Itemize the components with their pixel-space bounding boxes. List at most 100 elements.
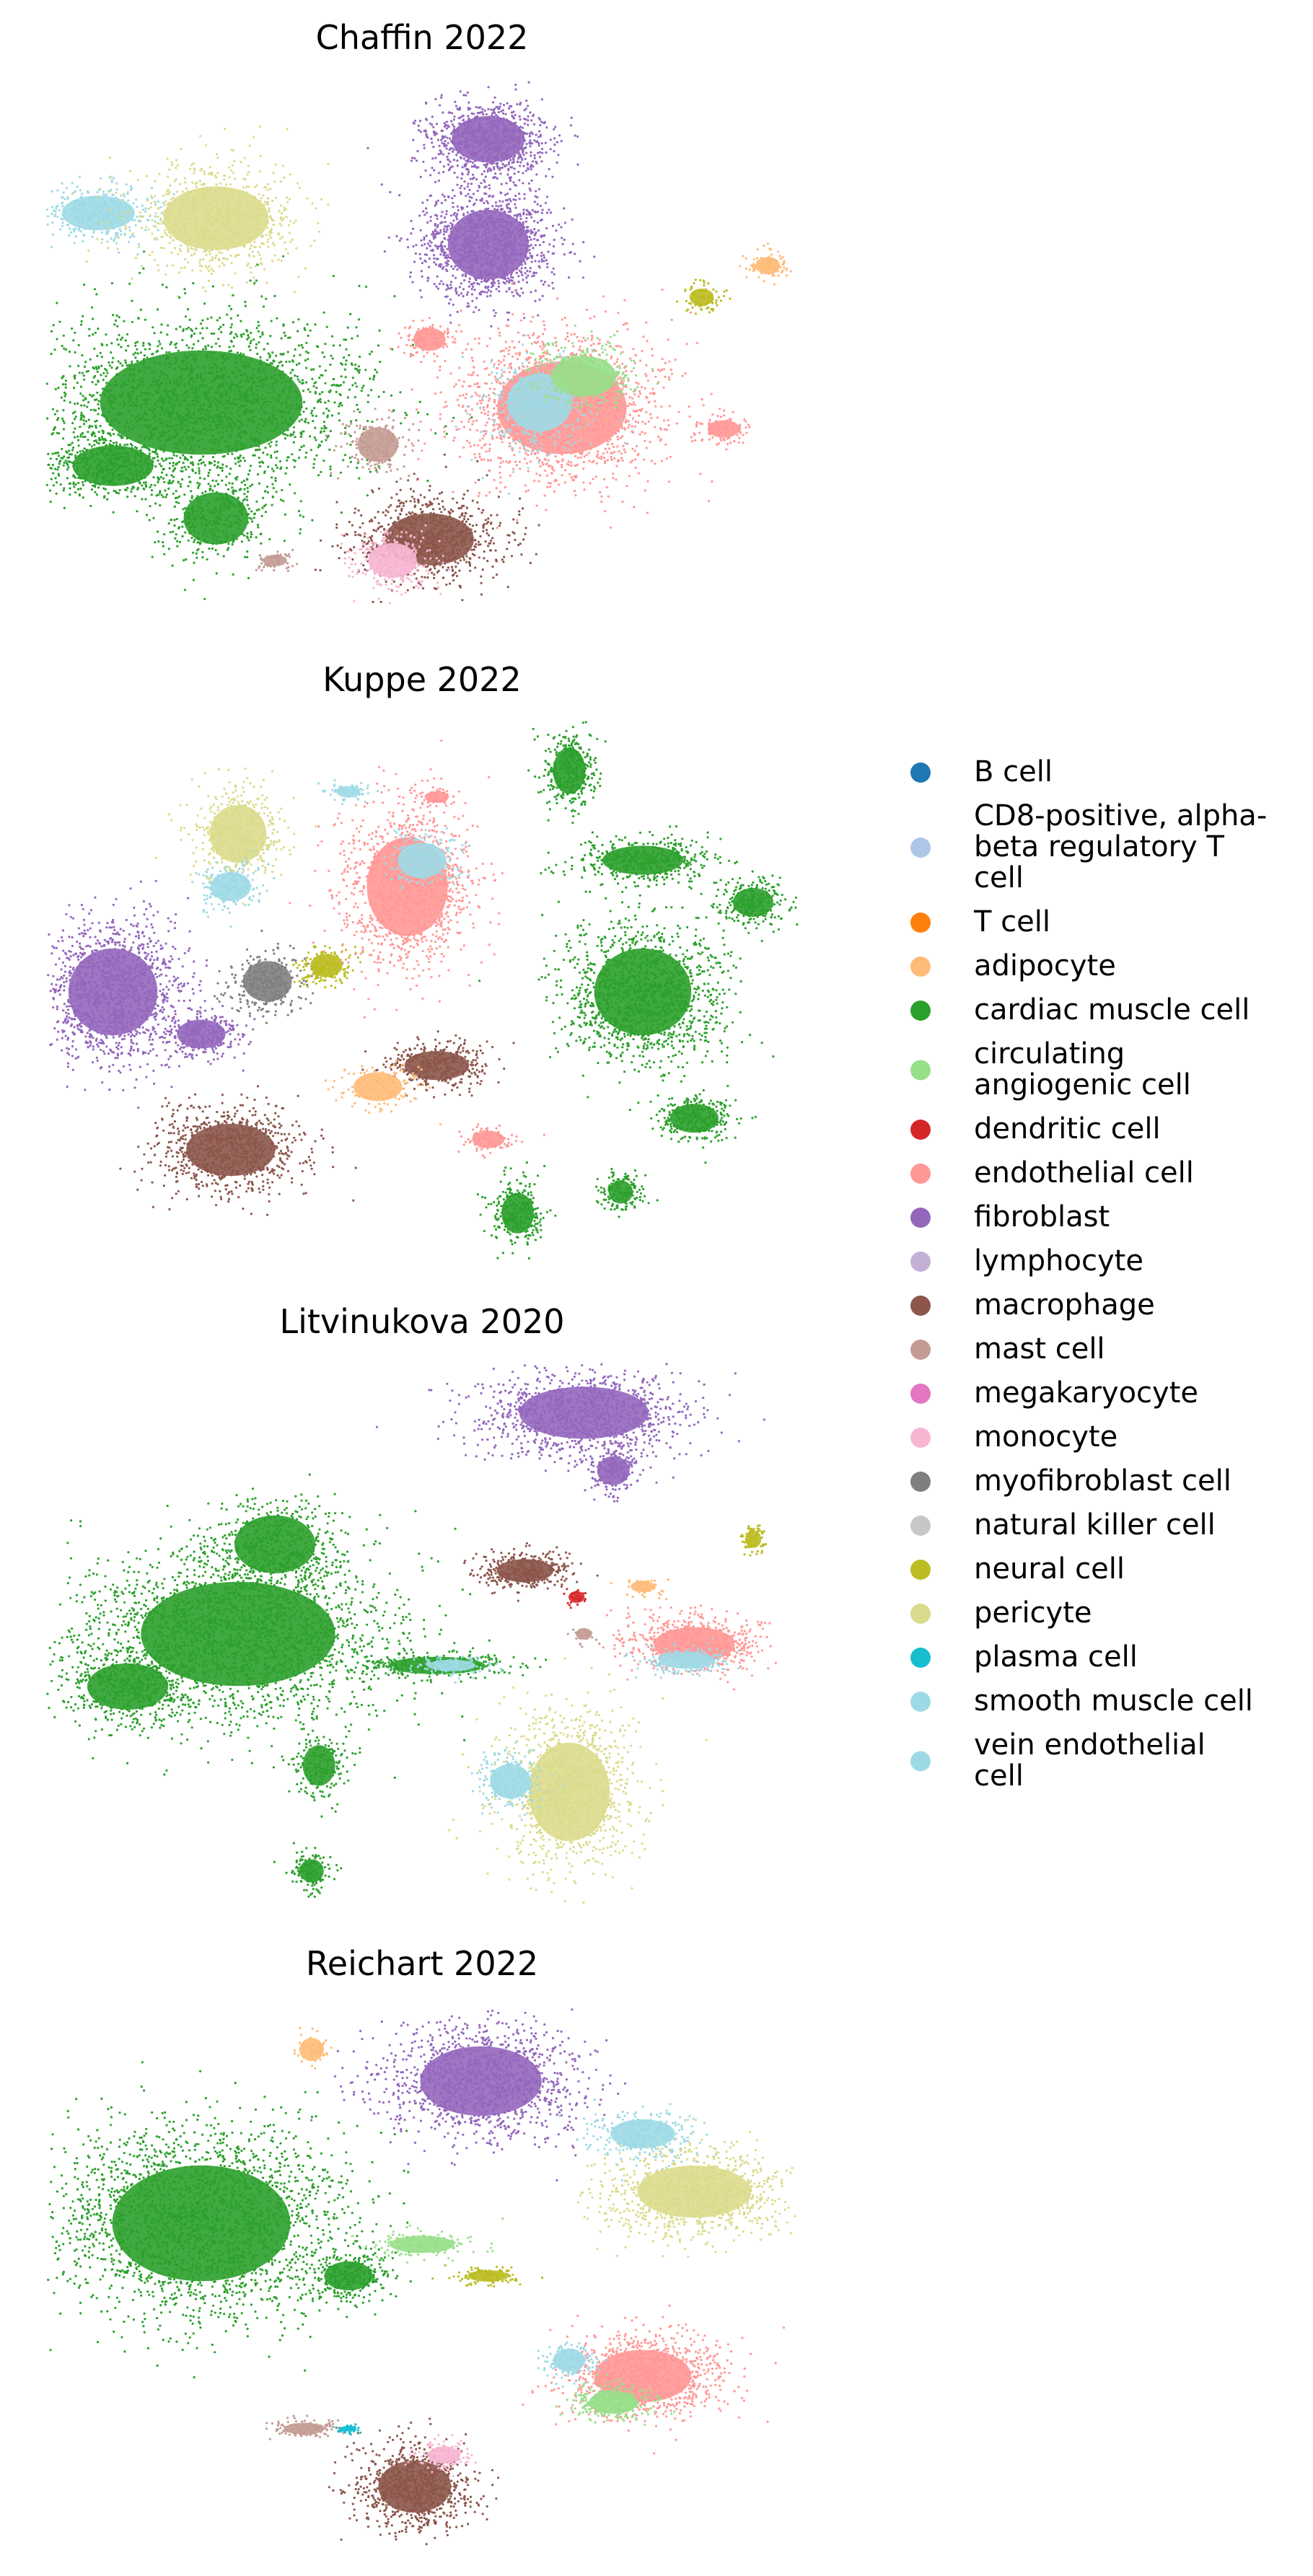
cell-point <box>250 445 252 449</box>
cell-point <box>451 165 454 168</box>
cell-point <box>220 369 223 372</box>
cell-point <box>528 235 531 238</box>
cell-point <box>499 191 502 194</box>
cell-point <box>481 220 484 224</box>
cell-point <box>87 249 90 252</box>
cell-point <box>136 215 139 218</box>
cell-point <box>457 221 460 224</box>
cell-point <box>344 426 347 429</box>
cell-point <box>216 461 220 464</box>
cell-point <box>211 256 214 259</box>
cell-point <box>474 262 477 265</box>
cell-point <box>242 333 245 335</box>
cell-point <box>157 229 159 232</box>
cell-point <box>270 229 273 232</box>
cell-point <box>128 210 131 214</box>
cell-point <box>280 204 283 207</box>
cell-point <box>473 247 475 250</box>
cell-point <box>469 214 472 216</box>
cell-point <box>180 234 183 237</box>
cell-point <box>501 263 504 265</box>
cell-point <box>252 381 255 384</box>
cell-point <box>576 135 579 138</box>
cell-point <box>66 195 69 199</box>
cell-point <box>494 312 497 315</box>
cell-point <box>271 476 273 479</box>
cell-point <box>508 146 511 149</box>
cell-point <box>252 338 255 341</box>
cell-point <box>178 247 181 251</box>
cell-point <box>435 202 438 206</box>
cell-point <box>398 239 401 242</box>
cell-point <box>417 411 420 414</box>
cell-point <box>167 396 170 400</box>
cell-point <box>553 143 556 146</box>
cell-point <box>317 230 321 233</box>
cell-point <box>265 281 268 284</box>
cell-point <box>285 379 288 383</box>
cell-point <box>89 226 92 229</box>
cell-point <box>501 260 504 263</box>
cell-point <box>156 221 159 224</box>
cell-point <box>185 194 188 197</box>
cell-point <box>238 242 241 245</box>
cell-point <box>115 191 118 194</box>
cell-point <box>474 242 477 245</box>
cell-point <box>511 123 514 126</box>
cell-point <box>183 385 185 388</box>
cell-point <box>236 335 239 338</box>
cell-point <box>473 227 476 230</box>
cell-point <box>348 353 351 356</box>
cell-point <box>289 372 292 374</box>
cell-point <box>506 318 510 321</box>
cell-point <box>238 239 241 242</box>
cell-point <box>470 112 473 115</box>
cell-point <box>247 185 250 188</box>
cell-point <box>464 144 467 146</box>
cell-point <box>53 214 56 218</box>
cell-point <box>221 189 224 192</box>
cell-point <box>128 236 131 239</box>
cell-point <box>451 141 454 144</box>
cell-point <box>530 229 532 232</box>
cell-point <box>97 407 100 410</box>
cell-point <box>134 356 137 359</box>
cell-point <box>506 173 509 176</box>
cell-point <box>216 386 220 389</box>
cell-point <box>537 265 540 268</box>
cell-point <box>196 181 198 184</box>
cell-point <box>266 183 269 185</box>
cell-point <box>230 447 234 451</box>
cell-point <box>533 237 536 240</box>
cell-point <box>529 270 532 273</box>
cell-point <box>78 205 81 208</box>
cell-point <box>100 206 103 208</box>
cell-point <box>238 195 241 198</box>
cell-point <box>243 195 246 198</box>
cell-point <box>422 210 425 213</box>
cell-point <box>366 494 369 497</box>
cell-point <box>211 234 214 238</box>
cell-point <box>164 209 167 212</box>
cell-point <box>305 451 308 454</box>
cell-point <box>110 180 113 183</box>
cell-point <box>79 392 82 395</box>
cell-point <box>229 397 232 400</box>
cell-point <box>106 227 109 229</box>
cell-point <box>234 255 237 258</box>
cell-point <box>199 135 202 138</box>
cell-point <box>170 416 172 420</box>
cell-point <box>209 352 213 355</box>
cell-point <box>456 310 459 313</box>
cell-point <box>145 399 148 403</box>
cell-point <box>242 457 245 460</box>
cell-point <box>86 190 89 193</box>
cell-point <box>266 403 269 406</box>
cell-point <box>218 439 221 441</box>
cell-point <box>484 286 487 289</box>
cell-point <box>255 223 258 227</box>
cell-point <box>291 369 294 372</box>
cell-point <box>95 195 99 198</box>
cell-point <box>51 463 54 467</box>
cell-point <box>281 427 284 430</box>
